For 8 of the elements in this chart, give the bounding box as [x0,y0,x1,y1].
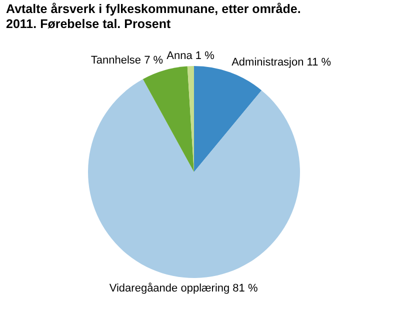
slice-label: Anna 1 % [166,50,215,62]
slice-label: Tannhelse 7 % [90,54,164,66]
pie-slice [88,79,300,278]
slice-label: Administrasjon 11 % [232,56,332,69]
pie-slice [142,66,194,172]
pie-slice [194,66,262,172]
chart-title: Avtalte årsverk i fylkeskommunane, etter område. 2011. Førebelse tal. Prosent [6,2,302,32]
slice-label: Vidaregåande opplæring 81 % [109,282,258,295]
